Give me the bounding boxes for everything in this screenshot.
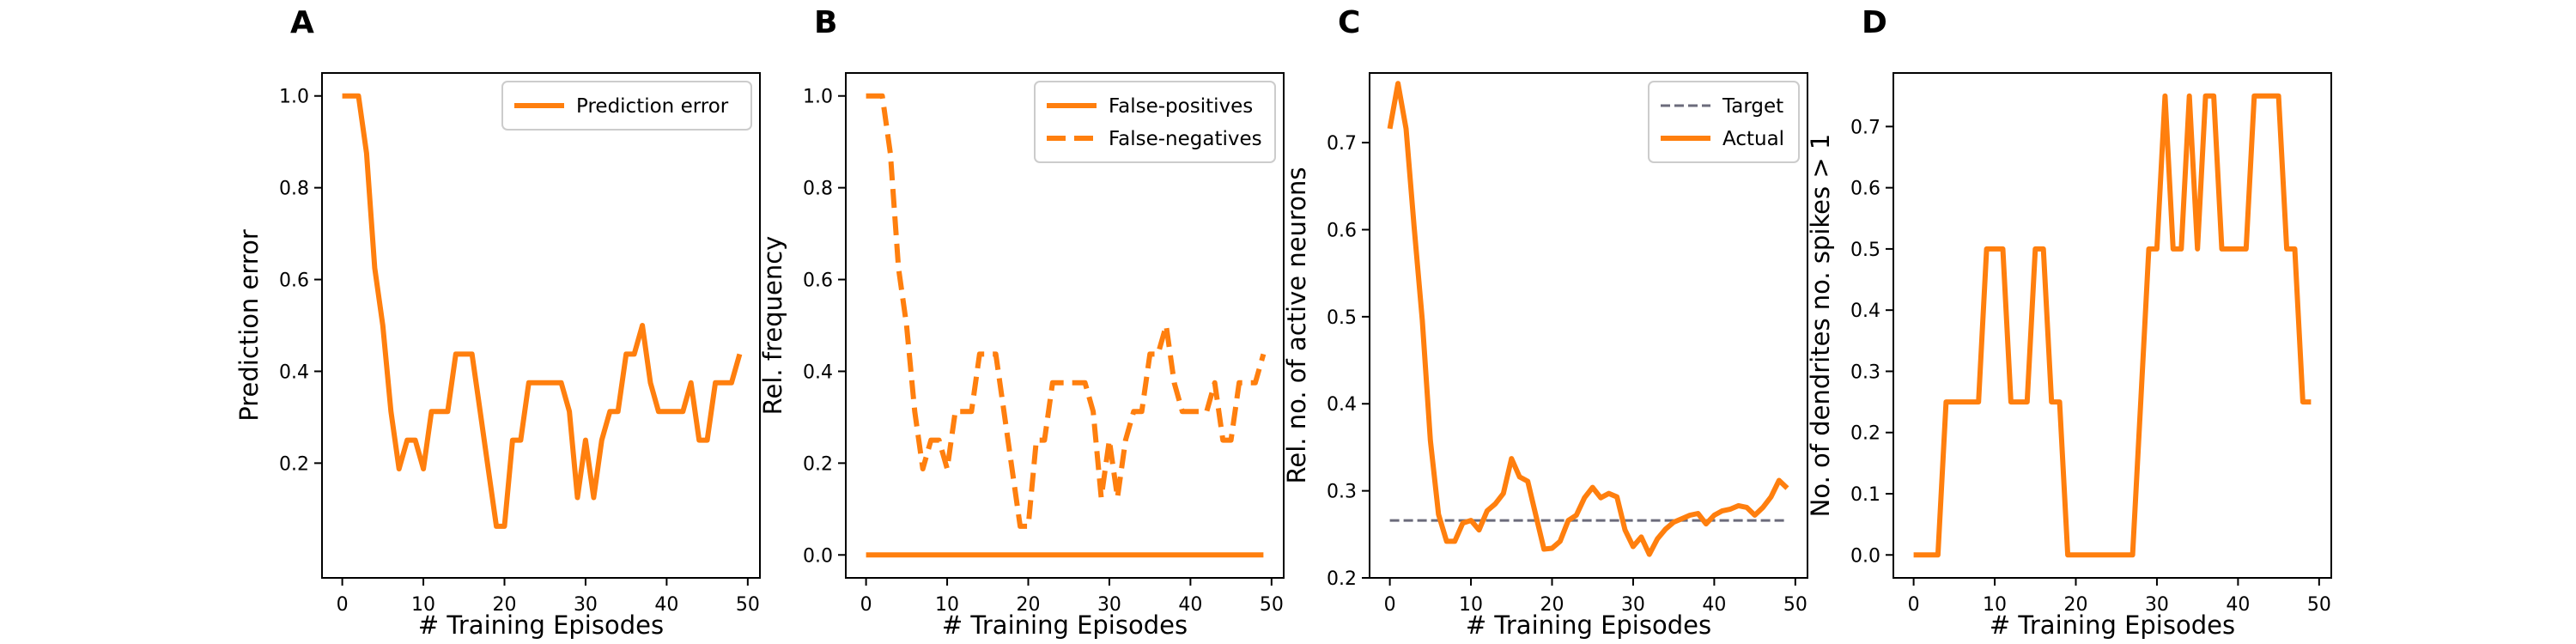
- y-tick-label: 0.8: [279, 179, 309, 200]
- x-tick-label: 30: [574, 594, 598, 616]
- legend-label: False-negatives: [1109, 128, 1262, 150]
- y-axis-label: Prediction error: [234, 229, 264, 422]
- x-axis-label: # Training Episodes: [418, 611, 664, 640]
- x-tick-label: 0: [337, 594, 349, 616]
- x-tick-label: 10: [935, 594, 959, 616]
- x-tick-label: 40: [654, 594, 678, 616]
- x-tick-label: 20: [1540, 594, 1564, 616]
- x-tick-label: 30: [2145, 594, 2169, 616]
- legend: False-positives False-negatives: [1034, 81, 1276, 163]
- panel-label: B: [814, 5, 837, 40]
- series-group: [1913, 93, 2312, 558]
- x-tick-label: 20: [1017, 594, 1041, 616]
- y-tick-label: 0.8: [803, 179, 833, 200]
- series-group: [866, 93, 1267, 558]
- y-tick-label: 0.2: [1850, 423, 1880, 445]
- y-tick-label: 0.0: [1850, 545, 1880, 567]
- x-tick-label: 20: [2064, 594, 2088, 616]
- axes-frame: [1893, 72, 2332, 579]
- y-tick-label: 0.2: [803, 453, 833, 475]
- axes-frame: [1369, 72, 1808, 579]
- y-tick-label: 0.0: [803, 545, 833, 567]
- axes-frame: [321, 72, 761, 579]
- series-line-main: [1913, 93, 2312, 558]
- x-tick-label: 50: [1260, 594, 1284, 616]
- series-group: [342, 93, 743, 529]
- y-tick-label: 0.3: [1327, 482, 1357, 503]
- legend: Prediction error: [501, 81, 752, 131]
- y-tick-label: 0.4: [1850, 301, 1880, 322]
- series-line-false-negatives: [866, 93, 1267, 529]
- legend-box: [501, 81, 752, 131]
- y-tick-label: 0.6: [1327, 220, 1357, 241]
- x-tick-label: 40: [1702, 594, 1726, 616]
- y-tick-label: 0.6: [1850, 179, 1880, 200]
- panel-b: B 0 10 20 30 40 50 0.0 0.2 0.4 0.6 0.8 1.0 # Training…: [758, 5, 1285, 640]
- x-tick-label: 30: [1621, 594, 1645, 616]
- y-tick-label: 0.7: [1850, 117, 1880, 138]
- x-tick-label: 20: [493, 594, 517, 616]
- y-tick-label: 1.0: [803, 87, 833, 108]
- panel-c: C 0 10 20 30 40 50 0.2 0.3 0.4 0.5 0.6 0.7 # Training…: [1282, 5, 1808, 640]
- y-tick-label: 0.4: [1327, 394, 1357, 416]
- x-axis-label: # Training Episodes: [1466, 611, 1711, 640]
- x-tick-label: 50: [2307, 594, 2331, 616]
- axes-frame: [845, 72, 1285, 579]
- y-axis-label: Rel. no. of active neurons: [1282, 167, 1311, 484]
- y-tick-label: 0.5: [1327, 307, 1357, 329]
- x-tick-label: 0: [1384, 594, 1396, 616]
- y-tick-label: 0.6: [279, 270, 309, 292]
- y-tick-label: 0.3: [1850, 361, 1880, 383]
- legend-box: [1034, 81, 1276, 163]
- y-tick-label: 0.1: [1850, 484, 1880, 506]
- panel-label: C: [1338, 5, 1360, 40]
- x-tick-label: 40: [1178, 594, 1202, 616]
- x-tick-label: 10: [1459, 594, 1483, 616]
- y-tick-label: 0.2: [279, 453, 309, 475]
- legend-label: Target: [1722, 95, 1783, 118]
- x-tick-label: 50: [736, 594, 760, 616]
- x-axis-label: # Training Episodes: [942, 611, 1188, 640]
- x-tick-label: 0: [1908, 594, 1920, 616]
- panel-label: D: [1862, 5, 1887, 40]
- panel-label: A: [290, 5, 314, 40]
- x-tick-label: 50: [1783, 594, 1807, 616]
- series-group: [1387, 81, 1789, 557]
- panel-a: A 0 10 20 30 40 50 0.2 0.4 0.6 0.8 1.0 # Training Ep…: [234, 5, 761, 640]
- y-tick-label: 0.2: [1327, 568, 1357, 590]
- y-axis-label: Rel. frequency: [758, 236, 787, 416]
- y-axis-label: No. of dendrites no. spikes > 1: [1806, 134, 1835, 518]
- x-axis-label: # Training Episodes: [1990, 611, 2235, 640]
- y-tick-label: 0.5: [1850, 240, 1880, 261]
- legend-label: Prediction error: [576, 95, 729, 118]
- series-line-prediction-error: [342, 93, 743, 529]
- y-tick-label: 1.0: [279, 87, 309, 108]
- y-tick-label: 0.4: [279, 361, 309, 383]
- legend-label: Actual: [1722, 128, 1784, 150]
- legend: Target Actual: [1648, 81, 1800, 163]
- x-tick-label: 0: [860, 594, 872, 616]
- x-tick-label: 30: [1097, 594, 1121, 616]
- y-tick-label: 0.4: [803, 361, 833, 383]
- x-tick-label: 10: [411, 594, 435, 616]
- series-line-actual: [1387, 81, 1789, 557]
- x-tick-label: 40: [2226, 594, 2250, 616]
- y-tick-label: 0.6: [803, 270, 833, 292]
- x-tick-label: 10: [1983, 594, 2007, 616]
- legend-box: [1648, 81, 1800, 163]
- panel-d: D 0 10 20 30 40 50 0.0 0.1 0.2 0.3 0.4 0.5 0.6 0.7 # Tr…: [1806, 5, 2332, 640]
- y-tick-label: 0.7: [1327, 133, 1357, 155]
- legend-label: False-positives: [1109, 95, 1253, 118]
